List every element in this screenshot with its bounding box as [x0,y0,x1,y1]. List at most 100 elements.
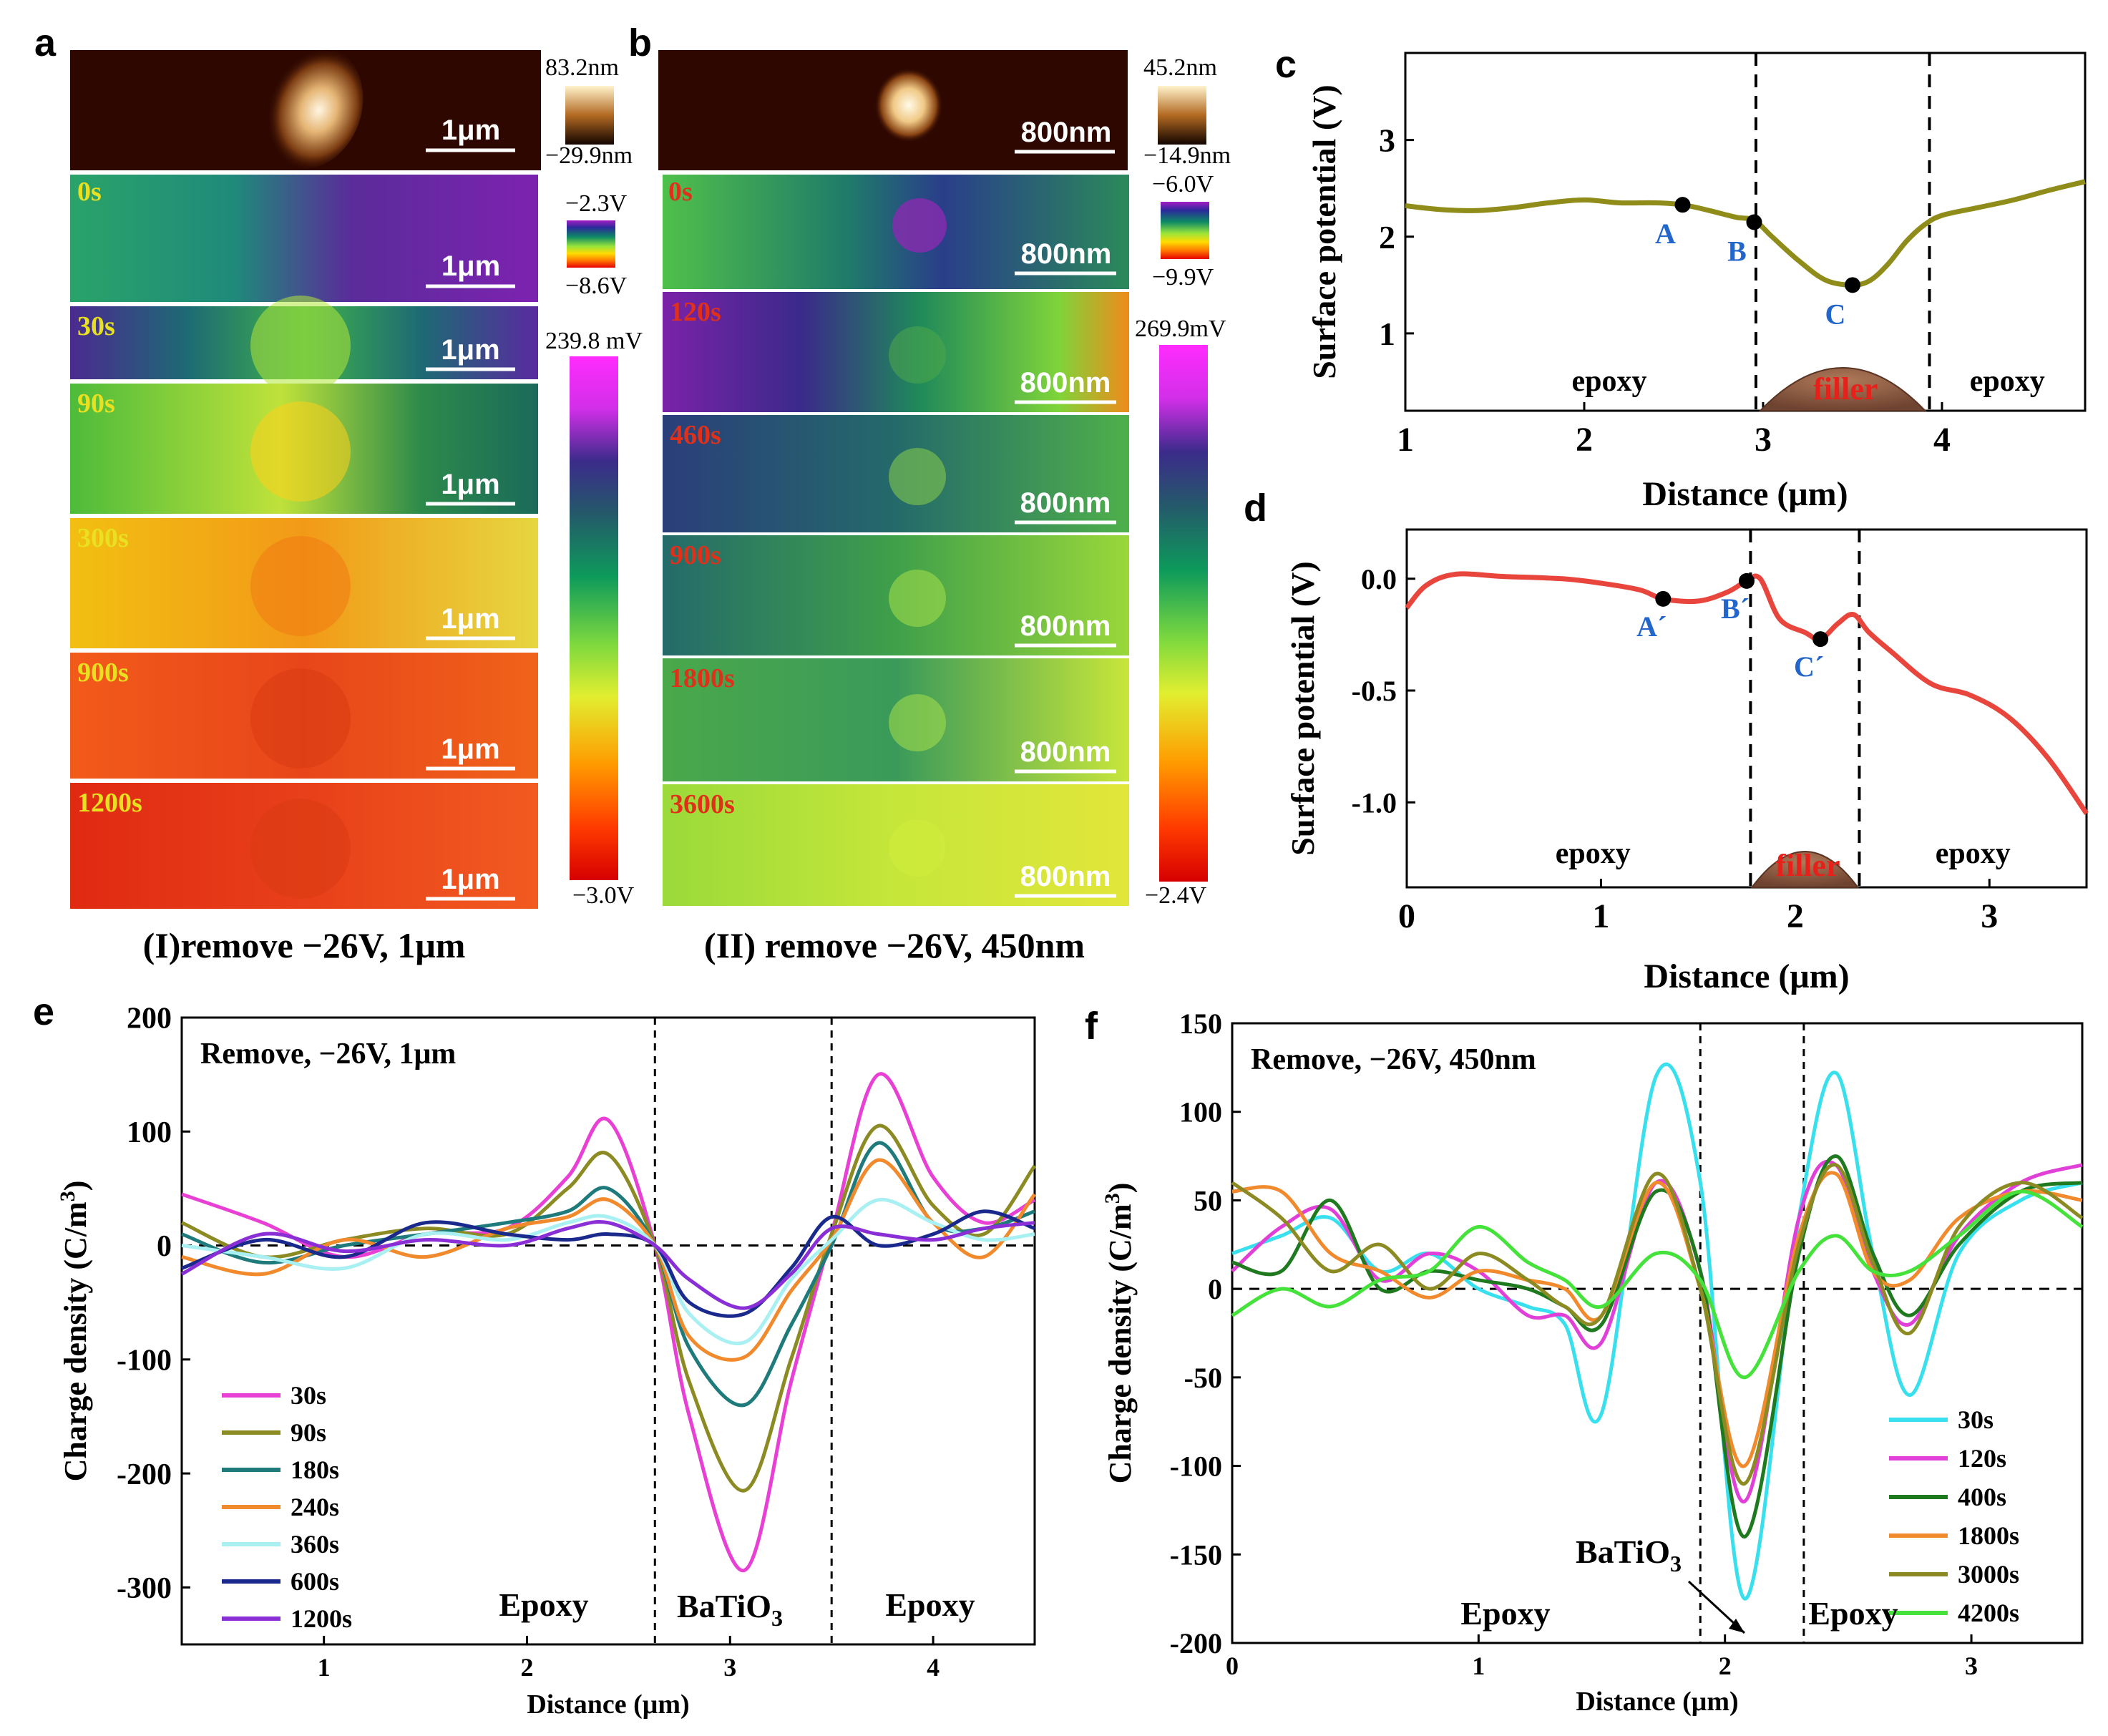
kpfm-frame-time-label: 120s [670,297,721,327]
kpfm-scale-label: 800nm [1020,861,1111,892]
kpfm-frame-time-label: 460s [670,420,721,450]
region-label-batio3-main: BaTiO [677,1588,771,1624]
region-label-batio3-sub: 3 [1670,1551,1682,1576]
big-cb-min-b: −2.4V [1145,882,1207,909]
potential-line [1405,179,2086,288]
kpfm-frame-particle [250,668,351,769]
big-cb-max-b: 269.9mV [1135,316,1226,342]
pointer-arrowhead [1729,1619,1745,1633]
series-line-120s [1231,1159,2083,1503]
y-tick-label: 1 [1379,316,1395,352]
series-line-4200s [1231,1189,2084,1380]
y-axis-label-sup: 3 [56,1191,79,1201]
x-tick-label: 2 [1576,421,1593,459]
kpfm-scale-label: 800nm [1020,487,1111,519]
legend-label: 1200s [291,1604,352,1633]
region-label-epoxy-left: epoxy [1572,365,1647,398]
x-axis-label: Distance (μm) [1642,475,1848,513]
y-tick-label: 150 [1179,1008,1222,1040]
y-tick-label: 0 [1208,1273,1222,1305]
y-tick-label: 100 [1179,1096,1222,1128]
marker-label: B [1727,235,1747,267]
y-axis-label-end: ) [1103,1183,1138,1194]
marker-label: B´ [1721,593,1750,625]
marker-label: C [1825,298,1846,330]
y-tick-label: 0.0 [1361,563,1397,595]
series-line-3000s [1231,1163,2084,1486]
region-label-batio3-sub: 3 [771,1605,783,1631]
panel-label-b: b [628,21,652,64]
topo-colorbar-a [565,86,614,145]
y-tick-label: -100 [117,1345,172,1377]
marker-point [1845,277,1860,293]
series-line-1800s [1231,1171,2083,1468]
y-axis-label-main: Charge density (C/m [58,1201,93,1481]
panel-label-f: f [1085,1005,1098,1048]
x-axis-label: Distance (μm) [1576,1687,1738,1717]
x-tick-label: 2 [520,1653,533,1682]
marker-label: A [1655,218,1676,250]
y-axis-label-sup: 3 [1101,1193,1124,1204]
y-axis-label: Charge density (C/m3) [56,1181,93,1482]
legend-label: 3000s [1958,1560,2019,1589]
kpfm-frame-time-label: 1800s [670,663,735,693]
big-cb-min-a: −3.0V [572,882,635,909]
kpfm-frame-particle [250,799,351,899]
y-axis-label-end: ) [58,1181,93,1191]
chart-title: Remove, −26V, 1μm [200,1038,456,1071]
kpfm-scale-label: 800nm [1020,736,1111,768]
y-tick-label: -0.5 [1352,675,1397,707]
marker-point [1812,631,1829,648]
y-tick-label: -150 [1170,1538,1222,1571]
x-tick-label: 3 [1755,421,1772,459]
kpfm-frames-b: 120s 800nm 460s 800nm 900s 800nm 1800s 800nm 360… [663,292,1129,906]
y-tick-label: -100 [1170,1450,1222,1483]
kpfm-frames-a: 30s 1μm 90s 1μm 300s 1μm 900s 1μm 1200s 1μm [70,296,538,909]
kpfm-frame-particle [889,694,946,751]
x-tick-label: 4 [1933,421,1951,459]
legend-label: 360s [291,1530,339,1559]
x-tick-label: 3 [1965,1652,1978,1680]
marker-point [1655,590,1672,607]
x-tick-label: 4 [927,1653,940,1682]
chart-f: 0 1 2 3 150 100 50 0 -50 -100 -150 -200 Distance (μm… [1101,1008,2084,1717]
y-tick-label: 100 [127,1116,172,1149]
kpfm-scale-label: 800nm [1020,610,1111,642]
kpfm-scale-label: 1μm [441,864,499,895]
region-label-epoxy-left: epoxy [1556,837,1631,870]
topo-cb-min-a: −29.9nm [545,142,633,169]
plot-frame [180,1016,1036,1646]
filler-particle-shape [1750,851,1860,888]
region-label-epoxy-left: Epoxy [499,1586,588,1623]
big-colorbar-b [1159,345,1208,882]
topo-scale-label-b: 800nm [1021,117,1112,148]
y-axis-label: Charge density (C/m3) [1101,1183,1138,1484]
x-tick-label: 3 [1981,897,1998,935]
kpfm-frame-particle [250,296,351,396]
plot-frame [1404,52,2087,412]
kpfm-particle-0s-b [892,198,947,253]
panel-label-c: c [1275,43,1297,86]
kpfm-frame-time-label: 300s [77,523,129,553]
kpfm-scale-label: 1μm [441,334,499,366]
kpfm-frame-time-label: 900s [670,540,721,570]
y-axis-label: Surface potential (V) [1306,84,1342,379]
caption-a: (I)remove −26V, 1μm [143,925,466,965]
legend-label: 600s [291,1567,339,1596]
topo-cb-max-a: 83.2nm [545,54,619,81]
big-colorbar-a [570,356,618,880]
y-tick-label: 3 [1379,122,1395,159]
kpfm-frame-particle [889,819,946,877]
region-label-epoxy-right: Epoxy [1808,1595,1898,1632]
kpfm-colorbar-small-a [567,220,615,268]
y-tick-label: -1.0 [1352,786,1397,819]
legend-label: 240s [291,1493,339,1521]
kpfm-colorbar-small-b [1161,202,1209,259]
kpfm-image-0s-a [70,175,538,302]
panel-b: b 800nm 45.2nm −14.9nm 0s 800nm −6.0V −9… [628,21,1231,965]
marker-point [1739,572,1755,589]
legend-label: 120s [1958,1444,2006,1473]
potential-line [1405,571,2089,815]
plot-frame [1405,528,2088,889]
legend-label: 90s [291,1418,326,1447]
